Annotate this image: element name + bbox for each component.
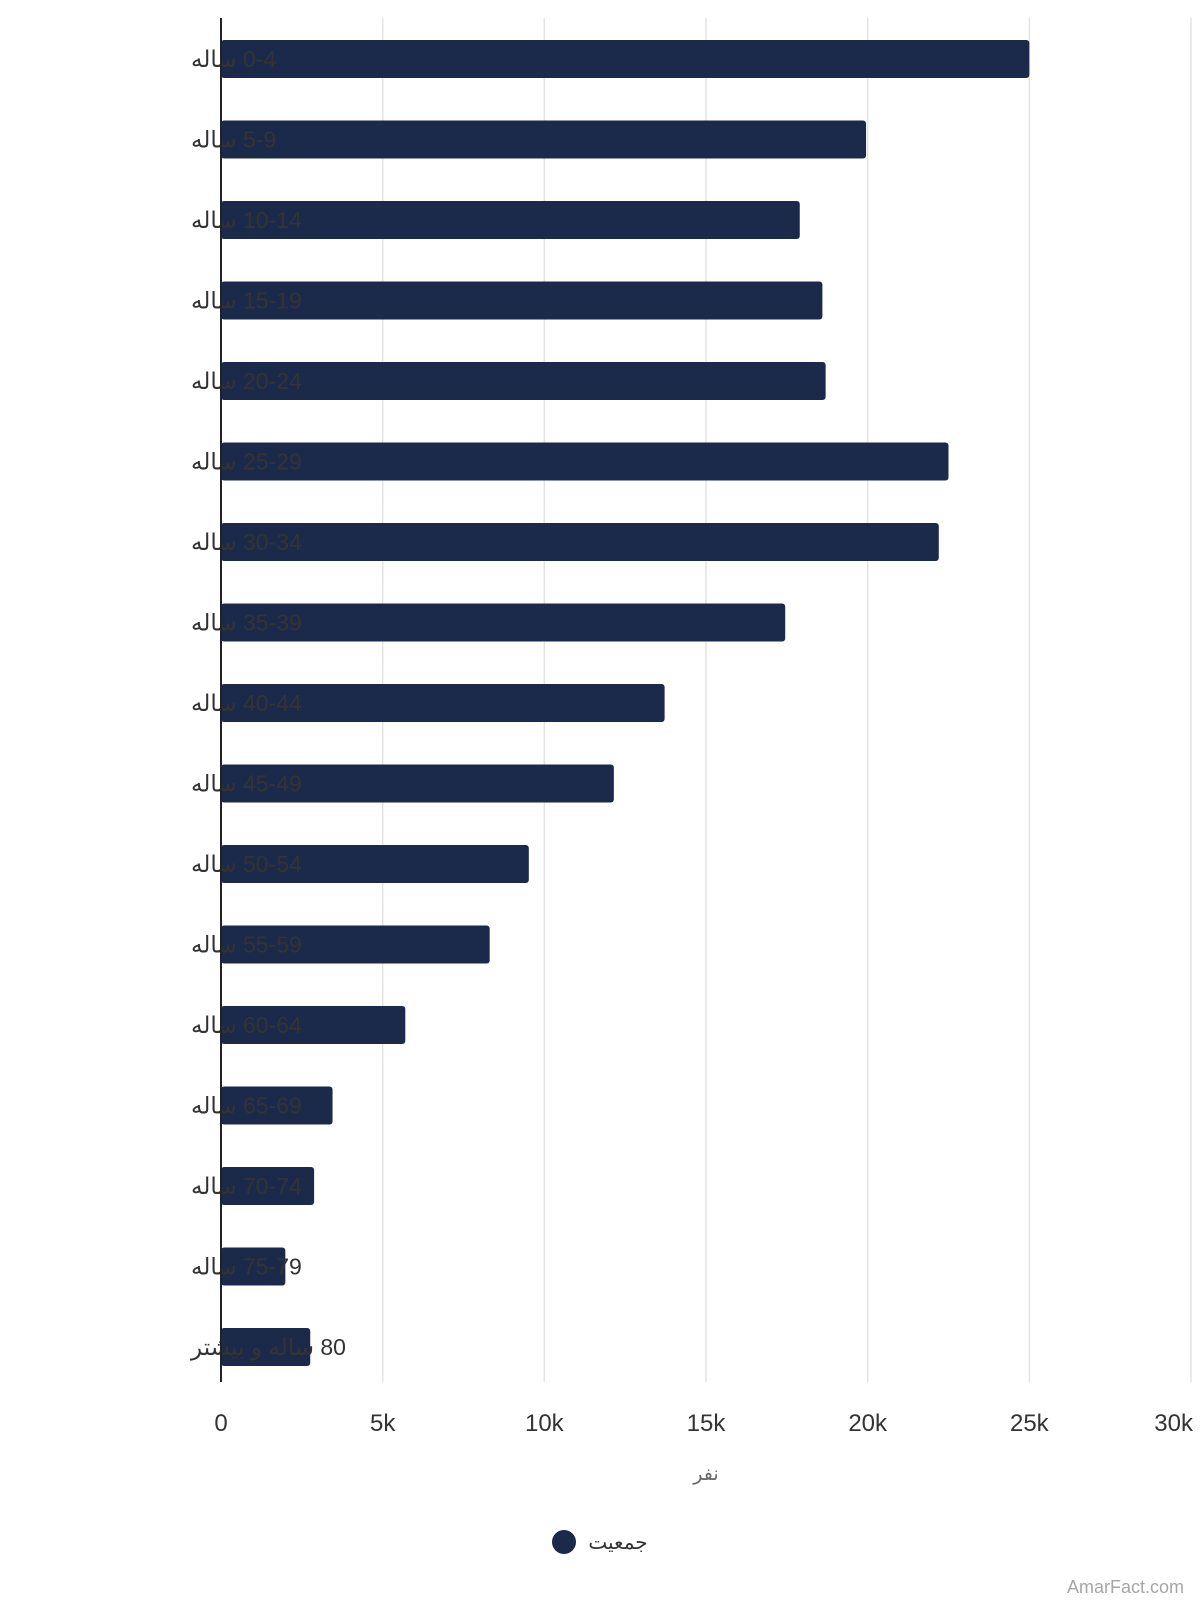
bar bbox=[221, 362, 826, 400]
category-label: 15-19 ساله bbox=[191, 288, 302, 314]
bar bbox=[221, 523, 939, 561]
x-axis-title: نفر bbox=[692, 1463, 718, 1485]
x-tick-label: 5k bbox=[370, 1410, 396, 1437]
legend-marker-icon bbox=[552, 1530, 577, 1554]
bar bbox=[221, 925, 490, 964]
category-label: 25-29 ساله bbox=[191, 449, 302, 475]
bar bbox=[221, 845, 529, 883]
bar bbox=[221, 1086, 333, 1125]
bar bbox=[221, 1247, 286, 1286]
x-tick-label: 20k bbox=[848, 1410, 888, 1437]
bar bbox=[221, 603, 786, 642]
x-tick-label: 0 bbox=[214, 1410, 227, 1437]
bar bbox=[221, 120, 867, 159]
bar bbox=[221, 442, 949, 481]
category-label: 35-39 ساله bbox=[191, 610, 302, 636]
chart-legend[interactable]: جمعیت bbox=[0, 1530, 1200, 1554]
watermark: AmarFact.com bbox=[1066, 1577, 1184, 1597]
bar bbox=[221, 201, 800, 239]
x-tick-label: 25k bbox=[1010, 1410, 1050, 1437]
category-label: 10-14 ساله bbox=[191, 207, 302, 233]
bar bbox=[221, 764, 614, 803]
category-label: 80 ساله و بیشتر bbox=[190, 1334, 346, 1361]
category-label: 40-44 ساله bbox=[191, 690, 302, 716]
category-label: 75-79 ساله bbox=[191, 1254, 302, 1280]
x-tick-label: 30k bbox=[1154, 1410, 1194, 1437]
category-label: 5-9 ساله bbox=[191, 127, 276, 153]
category-label: 20-24 ساله bbox=[191, 368, 302, 394]
category-label: 30-34 ساله bbox=[191, 529, 302, 555]
bar bbox=[221, 40, 1030, 78]
category-label: 60-64 ساله bbox=[191, 1012, 302, 1038]
category-label: 70-74 ساله bbox=[191, 1173, 302, 1199]
category-label: 50-54 ساله bbox=[191, 851, 302, 877]
bar bbox=[221, 684, 665, 722]
category-label: 65-69 ساله bbox=[191, 1093, 302, 1119]
bar bbox=[221, 281, 823, 320]
category-label: 0-4 ساله bbox=[191, 46, 276, 72]
bar bbox=[221, 1006, 406, 1044]
bar bbox=[221, 1167, 315, 1205]
x-tick-label: 10k bbox=[525, 1410, 565, 1437]
category-label: 45-49 ساله bbox=[191, 771, 302, 797]
chart-canvas: 0 5k 10k 15k 20k 25k 30k 0-4 ساله 5-9 ساله 10-14 … bbox=[190, 18, 1194, 1485]
category-label: 55-59 ساله bbox=[191, 932, 302, 958]
x-tick-label: 15k bbox=[687, 1410, 727, 1437]
legend-label: جمعیت bbox=[588, 1530, 648, 1554]
bar bbox=[221, 1328, 311, 1366]
